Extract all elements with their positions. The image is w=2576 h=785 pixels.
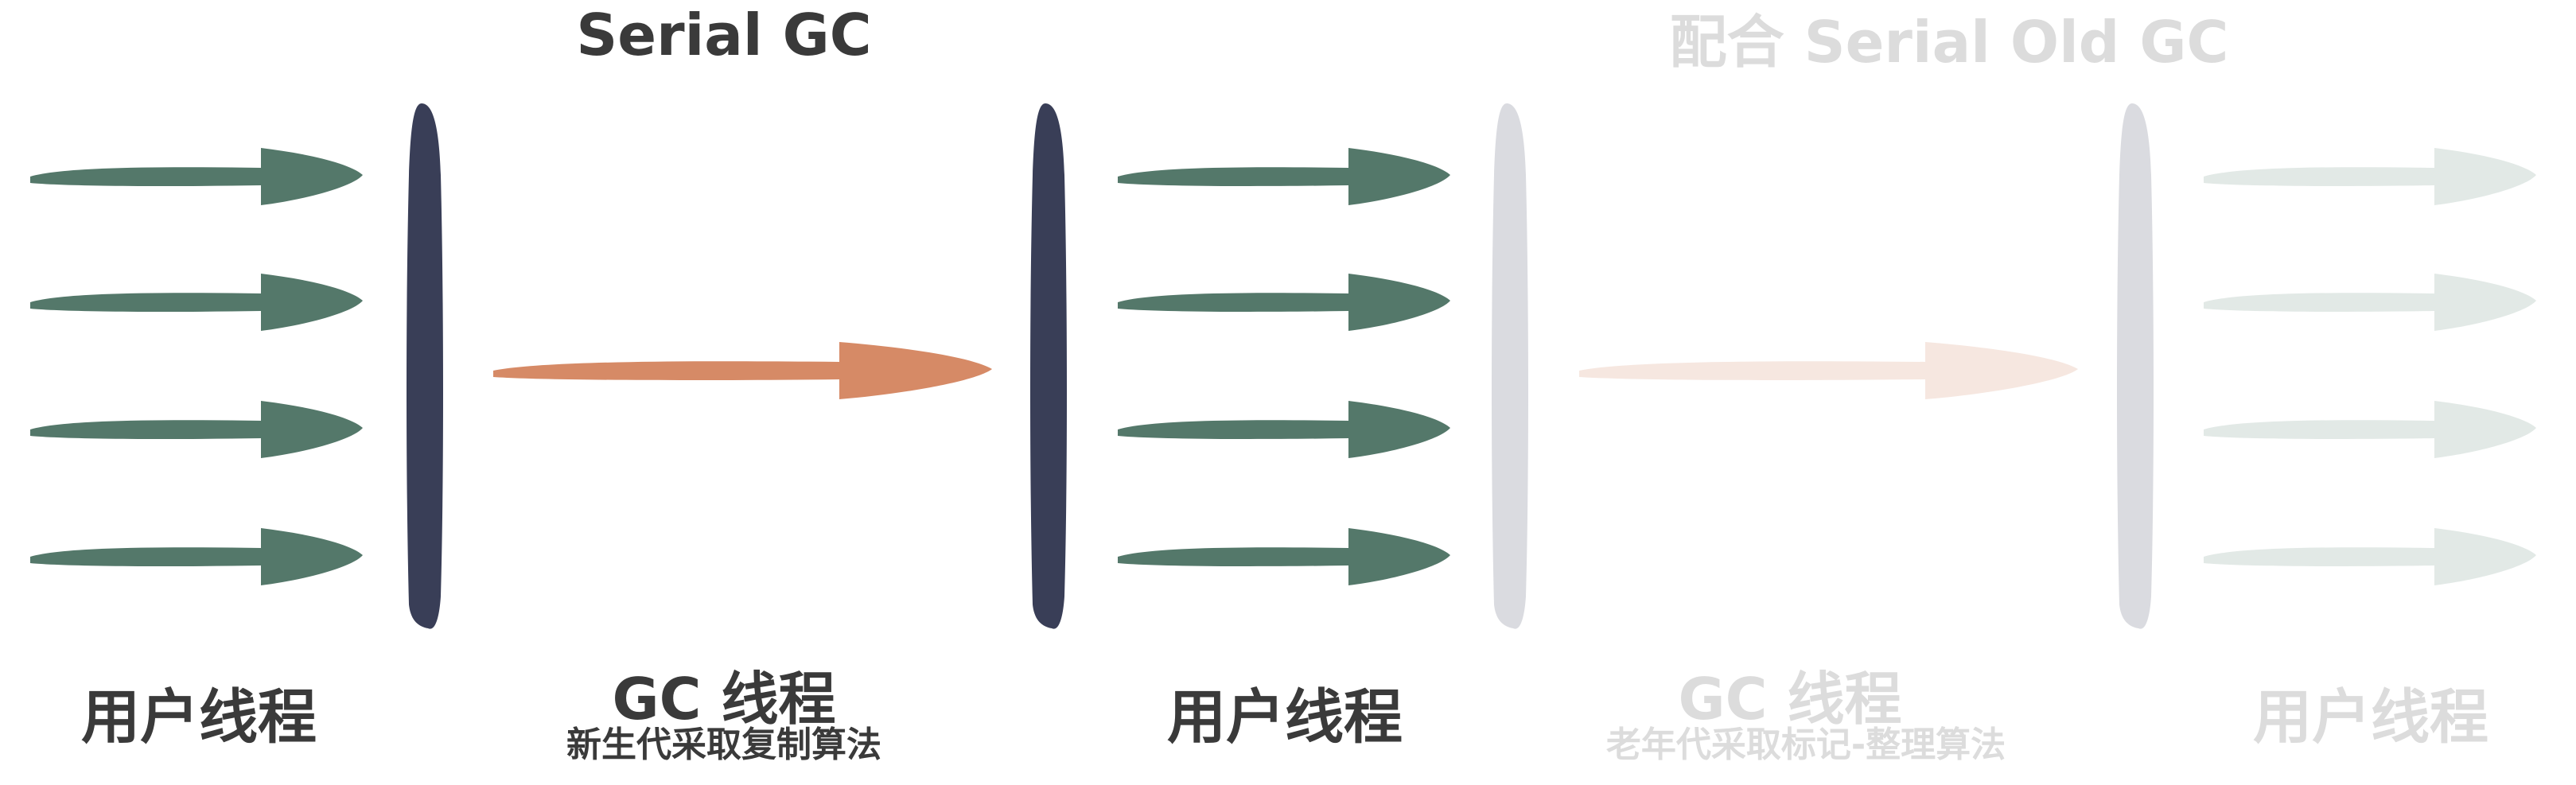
user-thread-arrow <box>2204 401 2536 458</box>
user-thread-arrow <box>1118 274 1450 331</box>
user-threads-group-1 <box>30 148 363 585</box>
user-thread-label: 用户线程 <box>81 683 317 752</box>
user-thread-arrow <box>30 528 363 585</box>
user-thread-arrow <box>1118 401 1450 458</box>
gc-thread-label: GC 线程 <box>612 666 836 733</box>
user-thread-label-faded: 用户线程 <box>2253 683 2488 752</box>
gc-thread-label-faded: GC 线程 <box>1678 666 1902 733</box>
gc-thread-arrow-faded <box>1579 342 2078 399</box>
user-thread-label: 用户线程 <box>1167 683 1403 752</box>
user-thread-arrow <box>1118 148 1450 205</box>
user-thread-arrow <box>1118 528 1450 585</box>
safepoint-barrier-faded <box>2117 103 2154 629</box>
young-gen-algorithm-label: 新生代采取复制算法 <box>566 725 881 765</box>
user-threads-group-3-faded <box>2204 148 2536 585</box>
gc-thread-arrow <box>493 342 992 399</box>
serial-old-gc-title: 配合 Serial Old GC <box>1669 9 2229 76</box>
safepoint-barrier <box>407 103 443 629</box>
user-thread-arrow <box>30 148 363 205</box>
user-thread-arrow <box>30 401 363 458</box>
user-thread-arrow <box>2204 148 2536 205</box>
safepoint-barrier-faded <box>1492 103 1528 629</box>
user-thread-arrow <box>2204 528 2536 585</box>
safepoint-barrier <box>1030 103 1067 629</box>
old-gen-algorithm-label: 老年代采取标记-整理算法 <box>1605 725 2006 765</box>
user-thread-arrow <box>2204 274 2536 331</box>
user-thread-arrow <box>30 274 363 331</box>
serial-gc-title: Serial GC <box>576 2 872 68</box>
user-threads-group-2 <box>1118 148 1450 585</box>
